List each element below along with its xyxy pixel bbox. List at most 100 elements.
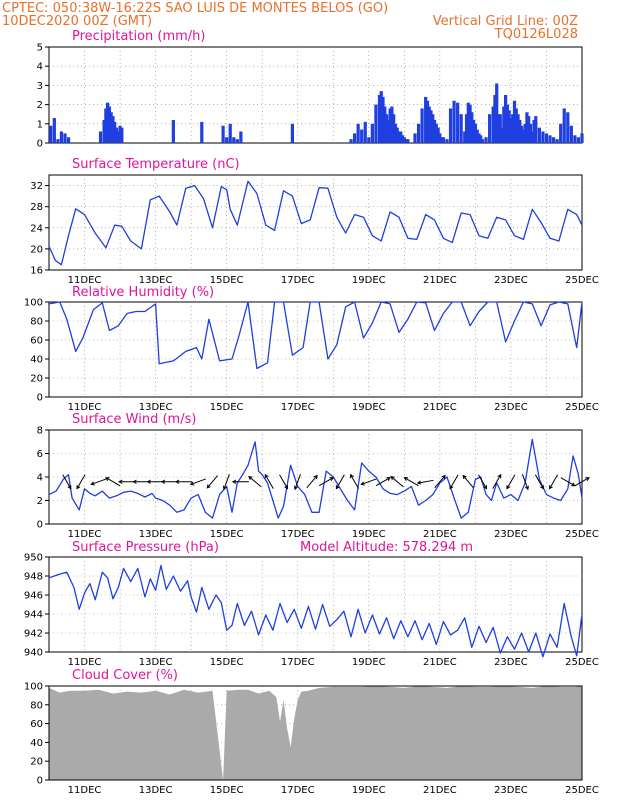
wind-arrow-head (231, 479, 237, 484)
precip-bar (232, 137, 236, 143)
wind-arrow (492, 473, 502, 489)
y-tick-label: 4 (37, 473, 43, 484)
wind-arrow (521, 474, 529, 491)
wind-arrow-head (497, 473, 502, 479)
wind-arrow-head (416, 480, 422, 485)
wind-arrow (231, 479, 249, 484)
wind-arrow-head (386, 477, 391, 481)
precip-bar (530, 131, 534, 143)
precip-bar (386, 119, 390, 143)
y-tick-label: 0 (37, 139, 43, 150)
x-tick-label: 17DEC (281, 785, 315, 796)
precip-bar (379, 91, 383, 143)
x-tick-label: 23DEC (494, 275, 528, 286)
wind-arrow-head (206, 484, 211, 489)
precip-bar (400, 135, 405, 143)
precip-bar (381, 96, 385, 143)
precip-bar (523, 123, 527, 143)
precip-bar (502, 106, 506, 143)
pressure-title: Surface Pressure (hPa) (72, 540, 219, 555)
wind-arrow-shaft (462, 475, 474, 489)
precip-bar (569, 125, 573, 143)
y-tick-label: 20 (30, 757, 43, 768)
precip-bar (397, 131, 401, 143)
series-line (48, 564, 583, 658)
x-tick-label: 19DEC (352, 402, 386, 413)
precip-bar (511, 114, 515, 143)
precip-bar (388, 108, 392, 143)
x-tick-label: 23DEC (494, 402, 528, 413)
wind-arrow (375, 477, 391, 487)
precip-bar (392, 114, 396, 143)
precip-bar (413, 133, 417, 143)
wind-arrow (335, 474, 345, 490)
wind-arrow-shaft (492, 474, 502, 489)
wind-arrow-shaft (76, 474, 86, 489)
y-tick-label: 100 (24, 682, 43, 693)
precip-bar (118, 125, 122, 143)
precip-bar (576, 137, 581, 143)
precip-bar (431, 114, 435, 143)
precip-bar (399, 131, 403, 143)
x-tick-label: 19DEC (352, 657, 386, 668)
precip-bar (521, 129, 525, 143)
header-date: 10DEC2020 00Z (GMT) (2, 14, 152, 29)
wind-arrow-shaft (306, 475, 318, 489)
cloud-cover-title: Cloud Cover (%) (72, 668, 178, 683)
precip-bar (473, 123, 477, 143)
precip-bar (504, 95, 508, 143)
wind-panel: Surface Wind (m/s) 0 2 4 6 8 11DEC 13DEC 15DEC 1… (37, 412, 599, 540)
header-model-code: TQ0126L028 (494, 27, 578, 42)
wind-arrow-head (524, 485, 529, 491)
precip-bar (360, 129, 364, 143)
precip-bar (445, 139, 449, 143)
wind-arrow (306, 474, 318, 489)
wind-arrow-head (248, 475, 253, 480)
precip-bar (429, 110, 433, 143)
x-tick-label: 17DEC (281, 529, 315, 540)
x-tick-label: 21DEC (423, 402, 457, 413)
wind-arrow-head (160, 479, 166, 484)
wind-arrow-head (483, 485, 488, 490)
wind-arrow (574, 477, 590, 487)
wind-arrow (105, 477, 121, 487)
y-tick-label: 4 (37, 62, 43, 73)
wind-arrow (76, 474, 86, 490)
precip-bar (104, 108, 108, 143)
precip-bar (352, 133, 357, 143)
precip-bar (518, 119, 522, 143)
wind-arrow-shaft (434, 475, 446, 489)
precip-bar (438, 133, 442, 143)
precip-bar (363, 121, 367, 143)
x-tick-label: 19DEC (352, 785, 386, 796)
precip-bar (534, 116, 538, 143)
y-tick-label: 940 (24, 648, 43, 659)
wind-arrow-shaft (335, 474, 345, 489)
wind-arrow (293, 474, 301, 491)
plot-frame (48, 174, 583, 271)
y-tick-label: 60 (30, 336, 43, 347)
precip-bar (432, 119, 437, 143)
precip-bar (528, 123, 533, 143)
precip-bar (406, 139, 410, 143)
wind-arrow-shaft (105, 477, 121, 487)
precip-bar (507, 110, 511, 143)
wind-arrow (403, 477, 419, 487)
precip-bar (525, 112, 529, 143)
wind-arrow-head (571, 482, 576, 487)
wind-arrow-head (146, 479, 151, 484)
temperature-title: Surface Temperature (nC) (72, 157, 240, 172)
precipitation-panel: Precipitation (mm/h) 0 1 2 3 4 5 (37, 29, 584, 150)
wind-arrow (416, 479, 434, 485)
precip-bar (480, 139, 485, 143)
wind-arrow (534, 474, 544, 490)
precip-bar (416, 123, 421, 143)
y-tick-label: 5 (37, 43, 43, 54)
series-line (48, 180, 583, 266)
x-tick-label: 15DEC (210, 275, 244, 286)
plot-frame (48, 685, 583, 781)
precip-bar (500, 127, 504, 143)
precip-bar (484, 137, 488, 143)
